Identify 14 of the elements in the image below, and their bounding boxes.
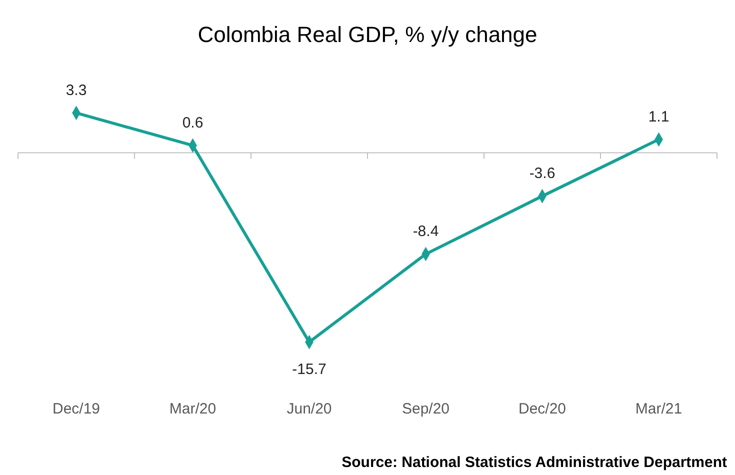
data-label: 0.6 (182, 114, 204, 132)
source-note: Source: National Statistics Administrative Department (342, 454, 727, 471)
x-tick-label: Dec/19 (52, 400, 100, 418)
x-tick-label: Dec/20 (518, 400, 566, 418)
chart-title: Colombia Real GDP, % y/y change (198, 22, 538, 47)
data-label: -8.4 (412, 223, 439, 240)
data-label: -3.6 (529, 165, 556, 182)
data-label: -15.7 (292, 361, 326, 378)
x-tick-label: Jun/20 (286, 400, 332, 418)
data-label: 1.1 (648, 108, 670, 126)
x-tick-label: Mar/21 (635, 400, 682, 418)
x-tick-label: Mar/20 (169, 400, 216, 418)
x-tick-label: Sep/20 (402, 400, 450, 418)
data-label: 3.3 (66, 82, 87, 99)
